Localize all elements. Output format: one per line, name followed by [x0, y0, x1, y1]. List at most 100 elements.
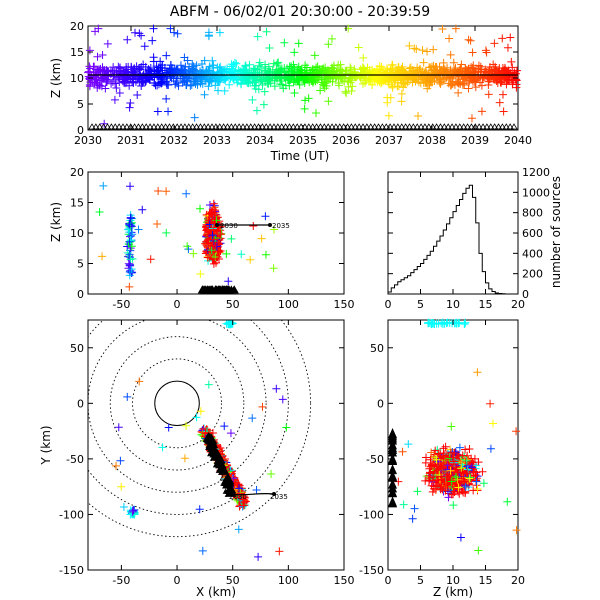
time-height-point: [295, 70, 304, 79]
xz-track-start-marker: [215, 223, 219, 227]
station-triangle: [157, 123, 166, 130]
time-height-point: [484, 90, 493, 99]
time-height-point: [261, 77, 270, 86]
time-height-point: [341, 87, 350, 96]
time-height-point: [198, 79, 207, 88]
histogram-bar: [463, 193, 466, 294]
xz-point: [138, 205, 147, 214]
xz-point: [269, 225, 278, 234]
time-height-point: [93, 52, 102, 61]
time-height-point: [300, 79, 309, 88]
zy-point: [410, 504, 419, 513]
time-height-point: [265, 71, 274, 80]
time-height-point: [215, 28, 224, 37]
time-height-point: [481, 65, 490, 74]
histogram-bar: [466, 188, 469, 294]
histogram-bar: [453, 212, 456, 294]
y-tick-label: -50: [66, 453, 84, 466]
time-height-point: [176, 61, 185, 70]
time-height-point: [190, 113, 199, 122]
station-triangle: [196, 123, 205, 130]
time-height-point: [93, 80, 102, 89]
time-height-point: [202, 69, 211, 78]
xy-point: [278, 395, 287, 404]
station-triangle: [185, 123, 193, 130]
time-height-point: [319, 81, 328, 90]
time-height-point: [499, 107, 508, 116]
time-height-point: [162, 51, 171, 60]
time-height-point: [254, 61, 263, 70]
x-tick-label: -50: [112, 298, 130, 311]
xz-point: [249, 222, 258, 231]
station-triangle: [107, 123, 116, 130]
time-height-point: [457, 60, 466, 69]
time-height-point: [167, 69, 176, 78]
time-height-point: [487, 66, 496, 75]
time-height-point: [454, 88, 463, 97]
time-height-point: [373, 77, 382, 86]
time-height-point: [336, 60, 345, 69]
x-tick-label: 20: [511, 298, 525, 311]
xz-point: [99, 181, 108, 190]
zy-point: [486, 399, 495, 408]
y-tick-label: -150: [359, 564, 384, 577]
station-triangle: [452, 123, 460, 130]
xz-point: [269, 264, 278, 273]
time-height-point: [164, 107, 173, 116]
time-height-point: [448, 77, 457, 86]
time-height-point: [119, 70, 128, 79]
time-height-point: [289, 60, 298, 69]
time-height-xlabel: Time (UT): [270, 149, 330, 163]
y-tick-label: 50: [370, 342, 384, 355]
station-triangle: [177, 123, 185, 130]
time-height-point: [301, 61, 310, 70]
station-triangle: [277, 123, 286, 130]
xz-scatter: [95, 181, 278, 294]
time-height-point: [384, 80, 393, 89]
y-tick-label: 0: [522, 288, 529, 301]
station-triangle: [498, 123, 507, 130]
time-height-point: [467, 114, 476, 123]
time-height-point: [313, 62, 322, 71]
station-triangle: [390, 123, 398, 130]
station-triangle: [243, 123, 251, 130]
time-height-point: [123, 35, 132, 44]
zy-point: [408, 514, 417, 523]
time-height-point: [186, 81, 195, 90]
station-triangle: [258, 123, 267, 130]
time-height-point: [362, 75, 371, 84]
xz-point: [207, 246, 216, 255]
time-height-point: [180, 77, 189, 86]
zy-point: [399, 500, 408, 509]
time-height-point: [273, 59, 282, 68]
time-height-point: [163, 80, 172, 89]
xz-point: [196, 204, 205, 213]
station-triangle: [142, 123, 150, 130]
x-tick-label: 5: [417, 298, 424, 311]
time-height-point: [157, 72, 166, 81]
station-triangle: [219, 123, 228, 130]
y-tick-label: -150: [59, 564, 84, 577]
histogram-bar: [434, 246, 437, 294]
histogram-bar: [440, 236, 443, 294]
x-tick-label: 2030: [74, 134, 102, 147]
station-triangle: [378, 123, 387, 130]
station-triangle: [370, 123, 379, 130]
x-tick-label: -50: [112, 574, 130, 587]
x-tick-label: 100: [278, 298, 299, 311]
station-triangle: [401, 123, 410, 130]
time-height-point: [459, 75, 468, 84]
station-triangle: [316, 123, 325, 130]
time-height-point: [295, 65, 304, 74]
time-height-point: [471, 76, 480, 85]
y-tick-label: -100: [59, 508, 84, 521]
time-height-point: [151, 81, 160, 90]
time-height-point: [401, 80, 410, 89]
time-height-point: [166, 24, 175, 33]
time-height-point: [333, 72, 342, 81]
y-tick-label: 15: [70, 197, 84, 210]
y-tick-label: 1000: [522, 186, 550, 199]
station-triangle: [247, 123, 255, 130]
time-height-point: [449, 58, 458, 67]
station-triangle: [266, 123, 274, 130]
